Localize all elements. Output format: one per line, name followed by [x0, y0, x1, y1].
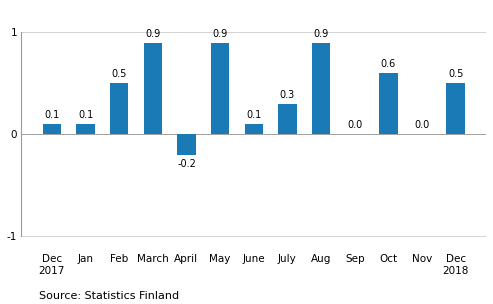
Text: -0.2: -0.2 [177, 159, 196, 169]
Bar [177, 134, 196, 155]
Bar [76, 124, 95, 134]
Bar [42, 124, 61, 134]
Bar [211, 43, 229, 134]
Text: 0.9: 0.9 [314, 29, 329, 39]
Text: 0.9: 0.9 [145, 29, 160, 39]
Text: 0.5: 0.5 [448, 69, 463, 79]
Bar [379, 73, 398, 134]
Bar [110, 83, 128, 134]
Text: 0.1: 0.1 [78, 110, 93, 120]
Text: Source: Statistics Finland: Source: Statistics Finland [39, 291, 179, 301]
Text: 0.0: 0.0 [347, 120, 362, 130]
Bar [143, 43, 162, 134]
Text: 0.9: 0.9 [212, 29, 228, 39]
Bar [245, 124, 263, 134]
Text: 0.1: 0.1 [246, 110, 261, 120]
Text: 0.3: 0.3 [280, 90, 295, 100]
Bar [447, 83, 465, 134]
Bar [278, 104, 297, 134]
Text: 0.5: 0.5 [111, 69, 127, 79]
Text: 0.6: 0.6 [381, 59, 396, 69]
Text: 0.1: 0.1 [44, 110, 60, 120]
Bar [312, 43, 330, 134]
Text: 0.0: 0.0 [415, 120, 430, 130]
